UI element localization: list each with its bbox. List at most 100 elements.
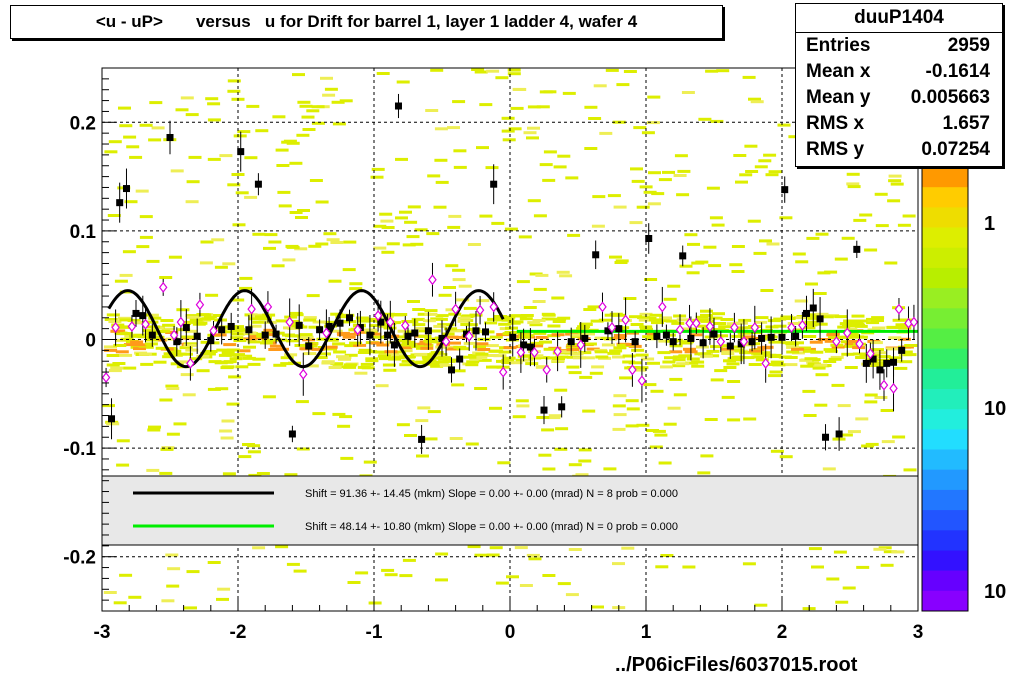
histogram-cell — [252, 320, 266, 324]
histogram-cell — [501, 358, 515, 362]
histogram-cell — [665, 319, 679, 323]
histogram-cell — [475, 352, 489, 356]
data-point-filled — [148, 331, 156, 339]
histogram-cell — [625, 424, 639, 428]
histogram-cell — [679, 264, 693, 268]
histogram-cell — [684, 233, 698, 237]
histogram-cell — [673, 393, 687, 397]
histogram-cell — [599, 131, 613, 135]
histogram-cell — [652, 429, 666, 433]
histogram-cell — [478, 358, 492, 362]
histogram-cell — [613, 205, 627, 209]
data-point-open — [530, 347, 539, 359]
histogram-cell — [731, 348, 745, 352]
histogram-cell — [370, 175, 384, 179]
histogram-cell — [349, 287, 363, 291]
histogram-cell — [115, 350, 129, 354]
histogram-cell — [645, 337, 659, 341]
histogram-cell — [407, 205, 421, 209]
histogram-cell — [196, 369, 210, 373]
histogram-cell — [640, 327, 653, 331]
histogram-cell — [349, 341, 363, 345]
histogram-cell — [268, 240, 282, 244]
histogram-cell — [435, 552, 449, 556]
data-point-filled — [390, 341, 398, 349]
histogram-cell — [853, 218, 867, 222]
data-point-filled — [227, 322, 235, 330]
data-point-open — [322, 327, 331, 339]
histogram-cell — [754, 603, 768, 607]
histogram-cell — [284, 315, 298, 319]
histogram-cell — [833, 550, 847, 554]
histogram-cell — [673, 174, 687, 177]
histogram-cell — [200, 240, 214, 244]
histogram-cell — [814, 322, 828, 326]
histogram-cell — [803, 335, 817, 338]
histogram-cell — [434, 158, 448, 162]
histogram-cell — [326, 238, 340, 242]
data-point-open — [451, 303, 460, 315]
histogram-cell — [463, 355, 477, 359]
histogram-cell — [372, 350, 386, 354]
histogram-cell — [579, 375, 593, 379]
histogram-cell — [424, 309, 438, 313]
histogram-cell — [430, 68, 444, 72]
histogram-cell — [506, 575, 519, 579]
histogram-cell — [768, 340, 782, 344]
histogram-cell — [655, 565, 669, 569]
histogram-cell — [435, 360, 449, 364]
histogram-cell — [568, 371, 582, 375]
histogram-cell — [720, 318, 734, 321]
histogram-cell — [808, 547, 822, 551]
data-point-filled — [809, 304, 817, 312]
y-tick-label: 0.1 — [70, 222, 97, 243]
histogram-cell — [864, 393, 878, 397]
data-point-open — [209, 325, 218, 337]
histogram-cell — [552, 320, 566, 323]
histogram-cell — [639, 185, 653, 189]
data-point-filled — [604, 327, 612, 335]
color-scale-label: 1 — [984, 213, 995, 235]
histogram-cell — [723, 366, 737, 369]
data-point-open — [607, 322, 617, 334]
histogram-cell — [207, 102, 221, 106]
histogram-cell — [166, 584, 180, 588]
histogram-cell — [235, 365, 249, 369]
data-point-filled — [166, 134, 174, 142]
data-point-open — [855, 338, 864, 350]
color-scale-cell — [922, 489, 968, 511]
histogram-cell — [399, 210, 412, 214]
histogram-cell — [516, 280, 530, 284]
histogram-cell — [657, 351, 671, 355]
histogram-cell — [299, 104, 313, 108]
histogram-cell — [184, 329, 198, 333]
histogram-cell — [636, 205, 650, 209]
histogram-cell — [286, 245, 300, 249]
histogram-cell — [726, 362, 740, 366]
data-point-filled — [758, 334, 766, 342]
data-point-open — [705, 320, 715, 332]
histogram-cell — [644, 278, 658, 281]
histogram-cell — [414, 352, 428, 356]
histogram-cell — [162, 355, 176, 359]
histogram-cell — [773, 324, 787, 328]
color-scale-label: 10 — [984, 398, 1006, 420]
histogram-cell — [582, 409, 596, 413]
histogram-cell — [526, 136, 539, 140]
histogram-cell — [523, 306, 537, 309]
histogram-cell — [854, 324, 868, 328]
histogram-cell — [328, 366, 342, 369]
histogram-cell — [438, 293, 452, 297]
histogram-cell — [221, 351, 235, 355]
histogram-cell — [468, 354, 482, 357]
histogram-cell — [765, 325, 779, 329]
legend-text: Shift = 48.14 +- 10.80 (mkm) Slope = 0.0… — [305, 521, 678, 533]
histogram-cell — [395, 157, 408, 161]
histogram-cell — [883, 550, 897, 554]
histogram-cell — [426, 232, 440, 236]
stats-label: Entries — [806, 35, 871, 56]
data-point-open — [750, 322, 760, 334]
histogram-cell — [128, 595, 142, 599]
histogram-cell — [568, 463, 582, 467]
histogram-cell — [710, 119, 724, 123]
